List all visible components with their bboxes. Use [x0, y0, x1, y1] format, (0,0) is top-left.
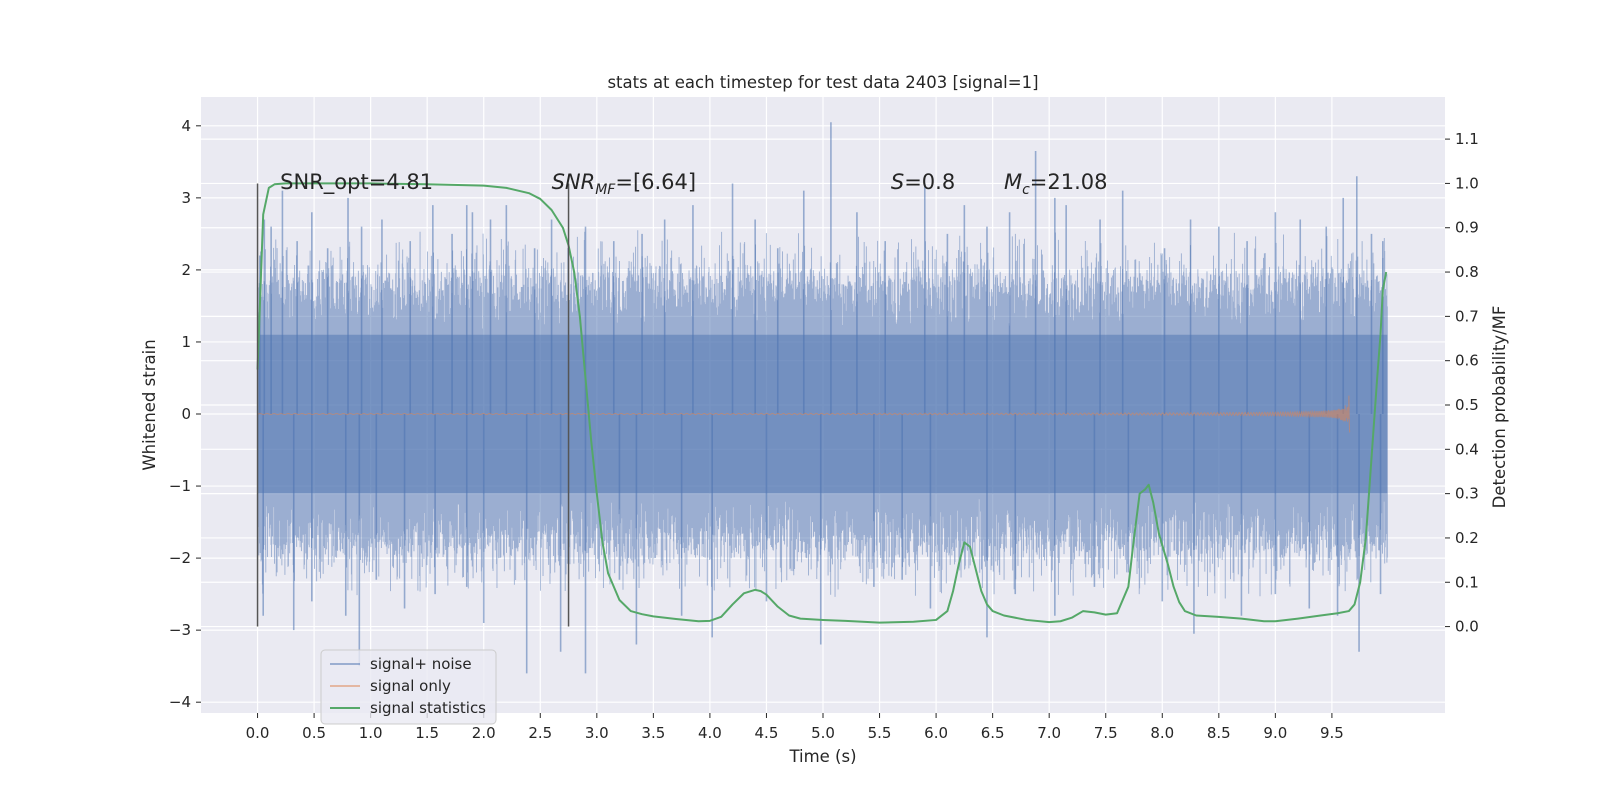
- x-tick-label: 5.5: [868, 724, 892, 742]
- y2-tick-label: 0.9: [1455, 219, 1479, 237]
- annotation-1: SNRMF=[6.64]: [552, 170, 697, 198]
- annotation-symbol: SNR: [552, 170, 596, 194]
- x-tick-label: 6.5: [981, 724, 1005, 742]
- x-tick-label: 3.5: [641, 724, 665, 742]
- x-tick-label: 2.0: [472, 724, 496, 742]
- y-tick-label: 1: [181, 333, 191, 351]
- x-tick-label: 4.5: [755, 724, 779, 742]
- x-tick-label: 8.5: [1207, 724, 1231, 742]
- y2-tick-label: 0.2: [1455, 529, 1479, 547]
- legend-box: [320, 649, 497, 725]
- y2-tick-label: 0.5: [1455, 396, 1479, 414]
- annotation-value: =21.08: [1030, 170, 1108, 194]
- x-tick-label: 3.0: [585, 724, 609, 742]
- y-tick-label: −4: [169, 693, 191, 711]
- x-tick-label: 1.0: [359, 724, 383, 742]
- x-tick-label: 0.0: [246, 724, 270, 742]
- annotation-3: Mc=21.08: [1004, 170, 1108, 198]
- y2-tick-label: 0.7: [1455, 307, 1479, 325]
- vertical-markers: [256, 183, 570, 627]
- x-tick-label: 0.5: [302, 724, 326, 742]
- x-axis-label: Time (s): [788, 747, 856, 766]
- chart-title: stats at each timestep for test data 240…: [607, 73, 1038, 92]
- annotation-value: =0.8: [904, 170, 955, 194]
- x-tick-label: 6.0: [924, 724, 948, 742]
- y2-tick-label: 0.3: [1455, 485, 1479, 503]
- y2-axis-label: Detection probability/MF: [1490, 306, 1509, 509]
- x-tick-label: 9.0: [1263, 724, 1287, 742]
- x-tick-label: 7.5: [1094, 724, 1118, 742]
- y-tick-label: −2: [169, 549, 191, 567]
- y2-tick-label: 0.8: [1455, 263, 1479, 281]
- annotations: SNR_opt=4.81 SNRMF=[6.64] S=0.8 Mc=21.08: [280, 170, 1107, 198]
- y2-tick-label: 0.6: [1455, 352, 1479, 370]
- series-signal-only: [257, 395, 1351, 433]
- x-tick-label: 7.0: [1037, 724, 1061, 742]
- legend-label-signal-only: signal only: [370, 677, 451, 695]
- y-tick-label: −1: [169, 477, 191, 495]
- y2-tick-label: 1.1: [1455, 130, 1479, 148]
- x-tick-label: 9.5: [1320, 724, 1344, 742]
- statistics-line: [256, 182, 1388, 624]
- legend-label-signal-noise: signal+ noise: [370, 655, 472, 673]
- chirp-line: [257, 395, 1351, 433]
- y2-tick-label: 0.1: [1455, 573, 1479, 591]
- series-signal-statistics: [256, 182, 1388, 624]
- x-tick-label: 8.0: [1150, 724, 1174, 742]
- annotation-0: SNR_opt=4.81: [280, 170, 433, 195]
- y2-tick-label: 0.4: [1455, 440, 1479, 458]
- y-tick-label: 4: [181, 117, 191, 135]
- series-layer: [256, 122, 1388, 674]
- annotation-symbol: M: [1004, 170, 1022, 194]
- x-tick-label: 1.5: [415, 724, 439, 742]
- annotation-subscript: c: [1022, 182, 1030, 198]
- annotation-subscript: MF: [595, 182, 616, 198]
- x-tick-label: 4.0: [698, 724, 722, 742]
- legend-label-signal-statistics: signal statistics: [370, 699, 486, 717]
- axes: 0.0 0.5 1.0 1.5 2.0 2.5 3.0 3.5 4.0 4.5 5.0 5.5 6.0 6…: [169, 117, 1479, 742]
- annotation-2: S=0.8: [891, 170, 955, 194]
- y-tick-label: 2: [181, 261, 191, 279]
- x-tick-label: 5.0: [811, 724, 835, 742]
- y2-tick-label: 1.0: [1455, 174, 1479, 192]
- y-tick-label: 0: [181, 405, 191, 423]
- x-tick-label: 2.5: [528, 724, 552, 742]
- legend: signal+ noise signal only signal statist…: [320, 649, 497, 725]
- annotation-value: =[6.64]: [615, 170, 696, 194]
- annotation-symbol: S: [891, 170, 904, 194]
- y-tick-label: 3: [181, 189, 191, 207]
- y2-tick-label: 0.0: [1455, 618, 1479, 636]
- y-tick-label: −3: [169, 621, 191, 639]
- y-axis-label: Whitened strain: [140, 339, 159, 470]
